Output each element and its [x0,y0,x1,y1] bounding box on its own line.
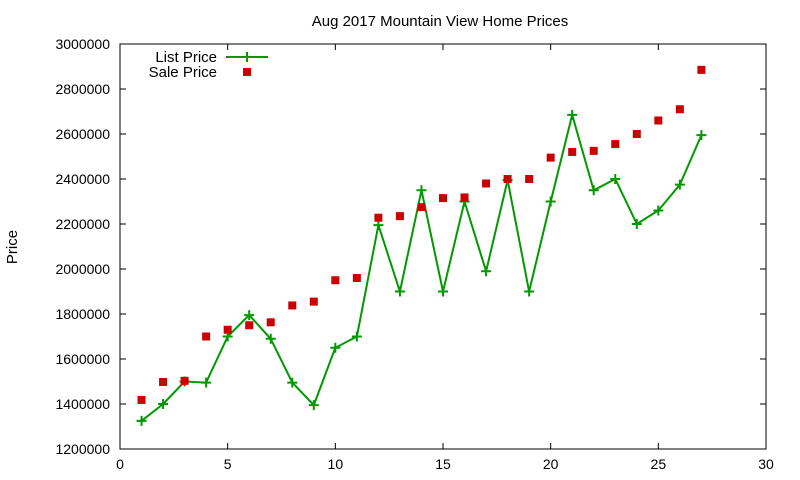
sale-price-point [202,332,211,341]
list-price-point [308,400,319,411]
list-price-point [545,196,556,207]
x-tick-label: 30 [758,456,774,472]
list-price-point [244,310,255,321]
list-price-point [158,399,169,409]
sale-price-point [223,325,232,334]
list-price-point [330,342,341,353]
chart-title: Aug 2017 Mountain View Home Prices [312,13,569,30]
sale-price-point [611,140,620,149]
y-tick-label: 2200000 [55,216,110,232]
sale-price-point [632,130,641,138]
y-tick-label: 3000000 [55,36,110,52]
x-tick-label: 25 [651,456,667,472]
y-tick-label: 1800000 [55,306,110,322]
list-price-point [696,130,707,141]
sale-price-point [309,297,318,306]
y-tick-label: 1600000 [55,351,110,367]
x-tick-label: 0 [116,456,124,472]
y-tick-label: 2600000 [55,126,110,142]
list-price-point [631,219,642,229]
sale-price-point [589,146,598,155]
sale-price-point [482,179,491,188]
sale-price-point [374,213,383,222]
sale-price-point [439,194,447,203]
x-tick-label: 10 [328,456,344,472]
legend-swatch-sale-price [243,68,251,76]
sale-price-point [180,376,189,385]
list-price-point [351,331,362,342]
list-price-point [136,415,147,426]
list-price-point [287,377,298,388]
sale-price-point [395,212,404,221]
list-price-point [674,179,685,190]
legend-label-list-price: List Price [155,49,217,66]
list-price-point [588,185,599,196]
y-tick-label: 2400000 [55,171,110,187]
plot-marks [136,65,707,426]
y-tick-label: 1200000 [55,441,110,457]
list-price-point [394,286,405,297]
sale-price-point [654,116,663,125]
axes: 0 5 10 15 20 25 30 1200000 1400000 1600000 1800000… [55,36,774,472]
x-tick-label: 15 [435,456,451,472]
sale-price-point [266,318,275,327]
sale-price-point [503,175,512,183]
y-tick-label: 2000000 [55,261,110,277]
sale-price-point [352,274,361,282]
sale-price-point [417,203,426,212]
list-price-point [610,174,621,184]
list-price-point [567,109,578,120]
list-price-point [653,205,664,216]
list-price-line [140,111,703,422]
plot-frame [119,43,767,450]
sale-price-point [460,193,469,202]
sale-price-point [159,377,168,386]
x-tick-label: 5 [224,456,232,472]
sale-price-point [288,301,297,310]
x-tick-label: 20 [543,456,559,472]
sale-price-point [675,105,684,114]
sale-price-point [568,148,577,156]
list-price-point [373,220,384,231]
list-price-point [481,266,492,277]
legend-swatch-list-price-marker [242,52,252,62]
y-tick-label: 2800000 [55,81,110,97]
sale-price-point [697,65,706,74]
list-price-point [416,185,427,196]
y-tick-label: 1400000 [55,396,110,412]
list-price-point [265,333,276,344]
legend-label-sale-price: Sale Price [149,64,217,81]
sale-price-point [137,395,146,404]
sale-price-point [546,153,555,162]
sale-price-point [525,175,534,183]
y-axis-label: Price [4,230,21,264]
sale-price-point [331,276,340,285]
list-price-point [524,286,535,297]
sale-price-point [245,321,254,330]
list-price-point [201,377,212,388]
list-price-point [438,286,448,297]
